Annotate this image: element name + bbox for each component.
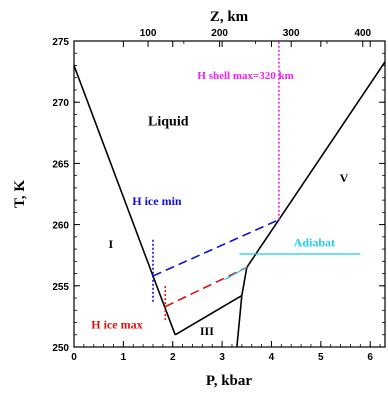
plot-frame [73, 40, 386, 348]
y-axis-title: T, K [12, 180, 28, 208]
annotation-layer: H shell max=320 km Liquid H ice min Adiabat… [91, 70, 348, 338]
x2-tick-label: 400 [354, 28, 371, 39]
y-tick-label: 255 [52, 282, 69, 293]
y-tick-label: 265 [52, 159, 69, 170]
x2-tick-label: 300 [283, 28, 300, 39]
series-line-4 [152, 218, 280, 277]
annotation-label: Adiabat [294, 236, 335, 250]
x2-axis-title: Z, km [210, 9, 249, 25]
x-tick-label: 2 [170, 352, 176, 363]
series-line-5 [164, 266, 248, 308]
annotation-label: III [200, 324, 214, 338]
series-line-2 [236, 295, 243, 348]
series-layer [73, 41, 386, 348]
series-line-1 [174, 294, 243, 336]
annotation-label: H shell max=320 km [197, 70, 293, 82]
x2-tick-label: 200 [211, 28, 228, 39]
annotation-label: I [109, 237, 114, 251]
x-tick-label: 4 [269, 352, 275, 363]
y-tick-label: 250 [52, 343, 69, 354]
annotation-label: Liquid [148, 114, 189, 129]
series-line-9 [224, 266, 248, 281]
x-axis-title: P, kbar [206, 373, 252, 389]
x-tick-label: 0 [71, 352, 77, 363]
x-tick-label: 3 [219, 352, 225, 363]
x2-tick-label: 100 [140, 28, 157, 39]
annotation-label: H ice max [91, 318, 142, 332]
series-line-3 [241, 61, 386, 296]
x-tick-label: 6 [367, 352, 373, 363]
axis-ticks: 0 1 2 3 4 5 6 250 255 260 265 270 275 100 200 300 400 [52, 28, 385, 363]
x-tick-label: 1 [121, 352, 127, 363]
y-tick-label: 275 [52, 37, 69, 48]
annotation-label: H ice min [132, 194, 182, 208]
y-tick-label: 260 [52, 221, 69, 232]
y-tick-label: 270 [52, 98, 69, 109]
annotation-label: V [340, 171, 349, 185]
x-tick-label: 5 [318, 352, 324, 363]
